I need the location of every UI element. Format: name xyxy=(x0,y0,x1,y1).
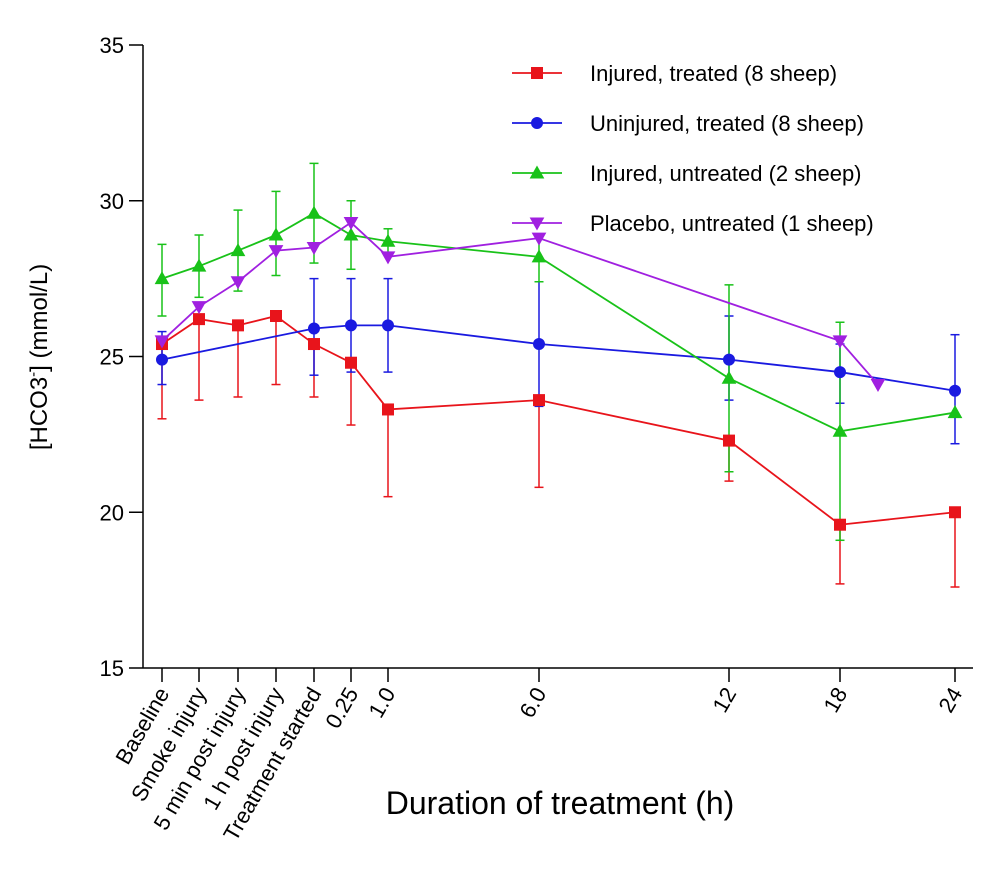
data-point-square xyxy=(270,310,282,323)
x-tick-label: 24 xyxy=(933,683,967,717)
series-line-0 xyxy=(161,315,956,526)
series-line-3 xyxy=(161,221,879,386)
data-point-triangle-up xyxy=(191,258,207,272)
x-tick-label: 1.0 xyxy=(363,683,400,722)
data-point-circle xyxy=(382,319,394,332)
x-tick-label: 18 xyxy=(818,683,852,717)
data-point-square xyxy=(232,319,244,332)
data-point-triangle-up xyxy=(154,271,170,285)
data-point-triangle-up xyxy=(380,233,396,247)
y-axis-title: [HCO3-] (mmol/L) xyxy=(25,264,53,450)
data-point-square xyxy=(193,313,205,326)
x-axis-title: Duration of treatment (h) xyxy=(386,785,735,821)
data-point-circle xyxy=(834,366,846,379)
legend-marker xyxy=(531,67,543,79)
data-point-triangle-up xyxy=(832,423,848,437)
data-point-circle xyxy=(723,353,735,366)
x-tick-label: 12 xyxy=(707,683,741,717)
data-point-triangle-down xyxy=(380,251,396,265)
data-point-triangle-down xyxy=(832,335,848,349)
legend-label: Injured, untreated (2 sheep) xyxy=(590,161,862,186)
data-point-triangle-up xyxy=(531,249,547,263)
data-point-triangle-up xyxy=(721,370,737,384)
data-point-triangle-down xyxy=(268,245,284,259)
data-point-square xyxy=(382,403,394,416)
data-point-square xyxy=(949,506,961,519)
legend-entry: Placebo, untreated (1 sheep) xyxy=(512,211,874,236)
legend-label: Placebo, untreated (1 sheep) xyxy=(590,211,874,236)
x-tick-label: 0.25 xyxy=(320,683,363,733)
data-point-circle xyxy=(533,338,545,351)
legend-label: Injured, treated (8 sheep) xyxy=(590,61,837,86)
data-point-triangle-up xyxy=(947,405,963,419)
data-point-square xyxy=(308,338,320,351)
legend-marker xyxy=(529,165,545,179)
y-ticks: 15 20 25 30 35 xyxy=(100,33,143,681)
y-tick-label: 20 xyxy=(100,500,124,525)
legend-entry: Uninjured, treated (8 sheep) xyxy=(512,111,864,136)
data-point-triangle-up xyxy=(268,227,284,241)
y-tick-label: 35 xyxy=(100,33,124,58)
y-tick-label: 25 xyxy=(100,345,124,370)
x-tick-label: 6.0 xyxy=(514,683,551,722)
data-point-square xyxy=(834,518,846,531)
data-point-square xyxy=(723,434,735,447)
series-line-1 xyxy=(161,324,956,392)
series-markers xyxy=(154,205,963,531)
data-point-triangle-up xyxy=(230,243,246,257)
data-point-circle xyxy=(345,319,357,332)
axes xyxy=(142,45,973,669)
y-tick-label: 30 xyxy=(100,189,124,214)
data-point-square xyxy=(533,394,545,407)
legend-entry: Injured, treated (8 sheep) xyxy=(512,61,837,86)
legend-entry: Injured, untreated (2 sheep) xyxy=(512,161,862,186)
data-point-triangle-down xyxy=(154,335,170,349)
legend-label: Uninjured, treated (8 sheep) xyxy=(590,111,864,136)
data-point-circle xyxy=(156,353,168,366)
data-point-triangle-up xyxy=(343,227,359,241)
legend-marker xyxy=(531,117,543,129)
data-point-circle xyxy=(949,384,961,397)
data-point-triangle-down xyxy=(230,276,246,290)
legend-marker xyxy=(529,217,545,231)
legend: Injured, treated (8 sheep) Uninjured, tre… xyxy=(512,61,874,236)
data-point-triangle-down xyxy=(870,379,886,393)
data-point-triangle-down xyxy=(306,241,322,255)
data-point-triangle-up xyxy=(306,205,322,219)
data-point-triangle-down xyxy=(531,232,547,246)
data-point-triangle-down xyxy=(343,217,359,231)
y-tick-label: 15 xyxy=(100,656,124,681)
data-point-circle xyxy=(308,322,320,335)
data-point-square xyxy=(345,356,357,369)
data-point-triangle-down xyxy=(191,301,207,315)
